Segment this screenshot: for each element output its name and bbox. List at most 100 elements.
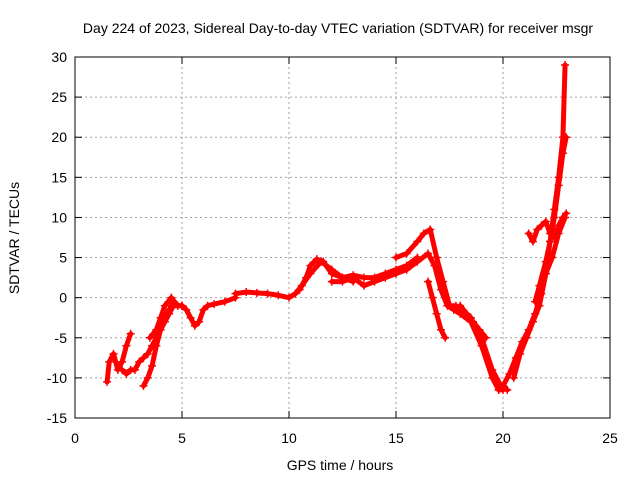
- chart-title: Day 224 of 2023, Sidereal Day-to-day VTE…: [83, 20, 593, 36]
- data-point: [430, 261, 439, 270]
- data-point: [190, 321, 199, 330]
- plot-frame: [74, 56, 611, 419]
- data-point: [118, 357, 127, 366]
- data-point: [436, 285, 445, 294]
- data-point: [152, 341, 161, 350]
- data-point: [481, 333, 490, 342]
- x-tick-label: 15: [388, 430, 404, 446]
- data-point: [533, 225, 542, 234]
- data-point: [148, 361, 157, 370]
- data-point: [349, 273, 358, 282]
- data-point: [522, 333, 531, 342]
- data-point: [135, 357, 144, 366]
- data-point: [178, 301, 186, 310]
- series-trace-e: [178, 293, 240, 330]
- data-point: [402, 249, 411, 258]
- data-point: [312, 255, 321, 264]
- data-point: [381, 273, 390, 282]
- series-trace-l: [456, 301, 490, 342]
- series-trace: [179, 295, 238, 329]
- data-point: [541, 257, 550, 266]
- data-point: [145, 333, 154, 342]
- data-point: [182, 305, 191, 314]
- data-point: [558, 213, 567, 222]
- x-tick-label: 20: [495, 430, 511, 446]
- y-tick-label: -15: [47, 410, 67, 426]
- data-point: [130, 365, 139, 374]
- data-point: [167, 293, 176, 302]
- data-point: [319, 257, 328, 266]
- data-point: [562, 209, 571, 218]
- x-axis-label: GPS time / hours: [287, 457, 394, 473]
- data-point: [370, 277, 379, 286]
- data-point: [424, 249, 433, 258]
- y-tick-label: -5: [55, 330, 68, 346]
- data-marks: [103, 61, 571, 394]
- y-tick-label: 15: [51, 169, 67, 185]
- data-point: [359, 281, 368, 290]
- data-point: [432, 253, 441, 262]
- data-point: [462, 309, 471, 318]
- data-point: [338, 277, 347, 286]
- data-point: [122, 341, 131, 350]
- data-point: [242, 288, 251, 297]
- data-point: [432, 309, 441, 318]
- data-point: [494, 385, 503, 394]
- data-point: [488, 373, 497, 382]
- data-point: [359, 273, 368, 282]
- data-point: [402, 265, 411, 274]
- data-point: [285, 293, 293, 302]
- data-point: [505, 369, 514, 378]
- data-point: [477, 341, 486, 350]
- y-tick-label: 20: [51, 129, 67, 145]
- data-point: [528, 237, 537, 246]
- data-point: [327, 277, 336, 286]
- data-point: [118, 365, 127, 374]
- series-trace-p: [524, 209, 571, 246]
- data-point: [302, 273, 311, 282]
- data-point: [509, 373, 518, 382]
- axis-ticks: 0 5 10 15 20 25 -15 -10 -5 0 5 10 15 20 25 30: [47, 49, 618, 446]
- data-point: [263, 289, 272, 298]
- data-point: [413, 257, 422, 266]
- data-point: [143, 373, 152, 382]
- y-tick-label: 25: [51, 89, 67, 105]
- data-point: [443, 301, 452, 310]
- data-point: [291, 289, 300, 298]
- data-point: [449, 305, 458, 314]
- series-trace-j: [402, 249, 507, 394]
- data-point: [535, 301, 544, 310]
- data-point: [561, 61, 570, 70]
- x-tick-label: 0: [71, 430, 79, 446]
- data-point: [306, 261, 315, 270]
- data-point: [554, 221, 563, 230]
- data-point: [126, 329, 135, 338]
- data-point: [210, 300, 219, 309]
- data-point: [295, 285, 304, 294]
- data-point: [109, 349, 118, 358]
- data-point: [103, 377, 112, 386]
- data-point: [426, 225, 435, 234]
- data-point: [122, 369, 131, 378]
- data-point: [195, 317, 204, 326]
- data-point: [156, 313, 165, 322]
- data-point: [524, 229, 533, 238]
- series-trace-o: [531, 133, 571, 306]
- data-point: [528, 317, 537, 326]
- y-tick-label: 30: [51, 49, 67, 65]
- grid-lines: [75, 57, 610, 418]
- data-point: [139, 353, 148, 362]
- data-point: [428, 293, 437, 302]
- data-point: [327, 269, 336, 278]
- data-point: [220, 297, 229, 306]
- data-point: [392, 253, 400, 262]
- data-point: [436, 325, 445, 334]
- data-point: [456, 301, 465, 310]
- data-point: [392, 269, 400, 278]
- data-point: [186, 313, 195, 322]
- data-point: [160, 301, 169, 310]
- data-point: [143, 349, 152, 358]
- data-point: [231, 289, 240, 298]
- data-point: [441, 333, 450, 342]
- data-point: [499, 381, 507, 390]
